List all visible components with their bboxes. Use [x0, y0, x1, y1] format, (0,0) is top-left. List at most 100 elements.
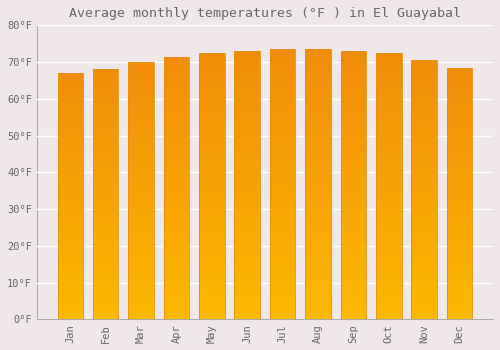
- Bar: [412, 294, 437, 299]
- Bar: [164, 125, 189, 130]
- Bar: [58, 295, 83, 300]
- Bar: [164, 156, 189, 162]
- Bar: [128, 288, 154, 294]
- Bar: [412, 122, 437, 128]
- Bar: [93, 110, 118, 114]
- Bar: [234, 72, 260, 78]
- Bar: [306, 190, 331, 195]
- Bar: [58, 310, 83, 315]
- Bar: [306, 309, 331, 314]
- Bar: [447, 168, 472, 173]
- Bar: [93, 130, 118, 134]
- Bar: [340, 207, 366, 212]
- Bar: [164, 99, 189, 104]
- Bar: [128, 72, 154, 77]
- Bar: [412, 288, 437, 294]
- Bar: [164, 304, 189, 309]
- Bar: [234, 180, 260, 185]
- Bar: [128, 119, 154, 124]
- Bar: [58, 300, 83, 304]
- Bar: [306, 260, 331, 265]
- Bar: [447, 204, 472, 209]
- Bar: [270, 303, 295, 309]
- Bar: [93, 300, 118, 304]
- Bar: [376, 287, 402, 293]
- Bar: [128, 211, 154, 217]
- Bar: [93, 254, 118, 259]
- Bar: [234, 175, 260, 180]
- Bar: [58, 78, 83, 83]
- Bar: [412, 159, 437, 164]
- Bar: [270, 238, 295, 244]
- Bar: [164, 104, 189, 109]
- Bar: [447, 304, 472, 309]
- Bar: [340, 121, 366, 126]
- Bar: [128, 175, 154, 181]
- Bar: [412, 102, 437, 107]
- Bar: [340, 83, 366, 89]
- Bar: [447, 138, 472, 143]
- Bar: [306, 265, 331, 271]
- Bar: [58, 103, 83, 107]
- Bar: [412, 164, 437, 169]
- Bar: [306, 244, 331, 249]
- Bar: [306, 114, 331, 119]
- Bar: [306, 174, 331, 179]
- Bar: [128, 237, 154, 242]
- Bar: [306, 303, 331, 309]
- Bar: [412, 299, 437, 304]
- Bar: [306, 163, 331, 168]
- Bar: [447, 198, 472, 204]
- Bar: [93, 79, 118, 84]
- Bar: [93, 309, 118, 314]
- Bar: [412, 226, 437, 231]
- Bar: [164, 57, 189, 320]
- Bar: [412, 180, 437, 185]
- Bar: [376, 303, 402, 309]
- Bar: [340, 164, 366, 169]
- Bar: [128, 145, 154, 149]
- Bar: [128, 314, 154, 320]
- Bar: [128, 186, 154, 191]
- Bar: [164, 214, 189, 219]
- Bar: [340, 72, 366, 78]
- Bar: [376, 223, 402, 229]
- Bar: [164, 235, 189, 240]
- Bar: [58, 83, 83, 88]
- Bar: [128, 165, 154, 170]
- Bar: [93, 274, 118, 279]
- Bar: [306, 217, 331, 222]
- Bar: [340, 223, 366, 228]
- Bar: [234, 126, 260, 132]
- Bar: [270, 233, 295, 238]
- Bar: [234, 153, 260, 159]
- Bar: [93, 89, 118, 94]
- Bar: [58, 137, 83, 142]
- Bar: [128, 294, 154, 299]
- Bar: [376, 272, 402, 277]
- Bar: [234, 282, 260, 287]
- Bar: [234, 51, 260, 320]
- Bar: [234, 287, 260, 293]
- Bar: [164, 72, 189, 78]
- Bar: [340, 62, 366, 67]
- Bar: [164, 314, 189, 320]
- Bar: [128, 62, 154, 67]
- Bar: [340, 99, 366, 105]
- Bar: [93, 99, 118, 104]
- Bar: [234, 266, 260, 271]
- Bar: [412, 76, 437, 81]
- Bar: [412, 309, 437, 314]
- Bar: [128, 196, 154, 201]
- Bar: [340, 287, 366, 293]
- Bar: [412, 148, 437, 154]
- Bar: [340, 110, 366, 116]
- Bar: [412, 138, 437, 143]
- Bar: [447, 249, 472, 254]
- Bar: [376, 181, 402, 186]
- Bar: [270, 157, 295, 163]
- Bar: [164, 246, 189, 251]
- Bar: [234, 159, 260, 164]
- Bar: [58, 196, 83, 201]
- Bar: [340, 309, 366, 314]
